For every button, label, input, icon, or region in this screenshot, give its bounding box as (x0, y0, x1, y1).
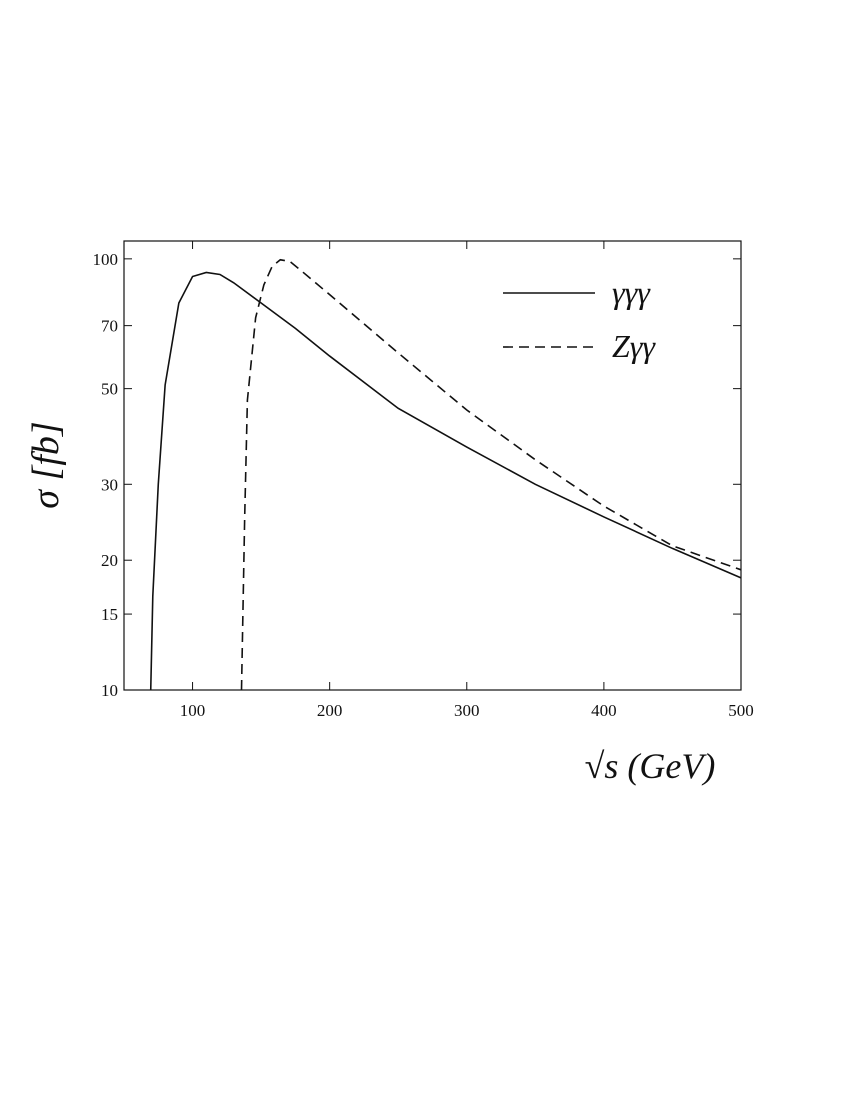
plot-frame (123, 240, 742, 691)
y-tick-label: 20 (101, 551, 118, 570)
y-tick-label: 10 (101, 681, 118, 700)
x-tick-label: 500 (728, 701, 754, 720)
y-tick-label: 100 (93, 250, 119, 269)
y-tick-label: 30 (101, 475, 118, 494)
legend-label: γγγ (612, 274, 651, 310)
x-tick-label: 200 (317, 701, 343, 720)
y-axis-label: σ [fb] (25, 421, 67, 508)
y-tick-label: 70 (101, 317, 118, 336)
y-tick-label: 50 (101, 380, 118, 399)
legend-label: Zγγ (612, 328, 656, 364)
x-tick-label: 100 (180, 701, 206, 720)
x-tick-label: 300 (454, 701, 480, 720)
x-axis-label: √s (GeV) (585, 746, 716, 786)
series-line (240, 258, 742, 691)
series-line (149, 271, 742, 691)
x-tick-label: 400 (591, 701, 617, 720)
y-tick-label: 15 (101, 605, 118, 624)
